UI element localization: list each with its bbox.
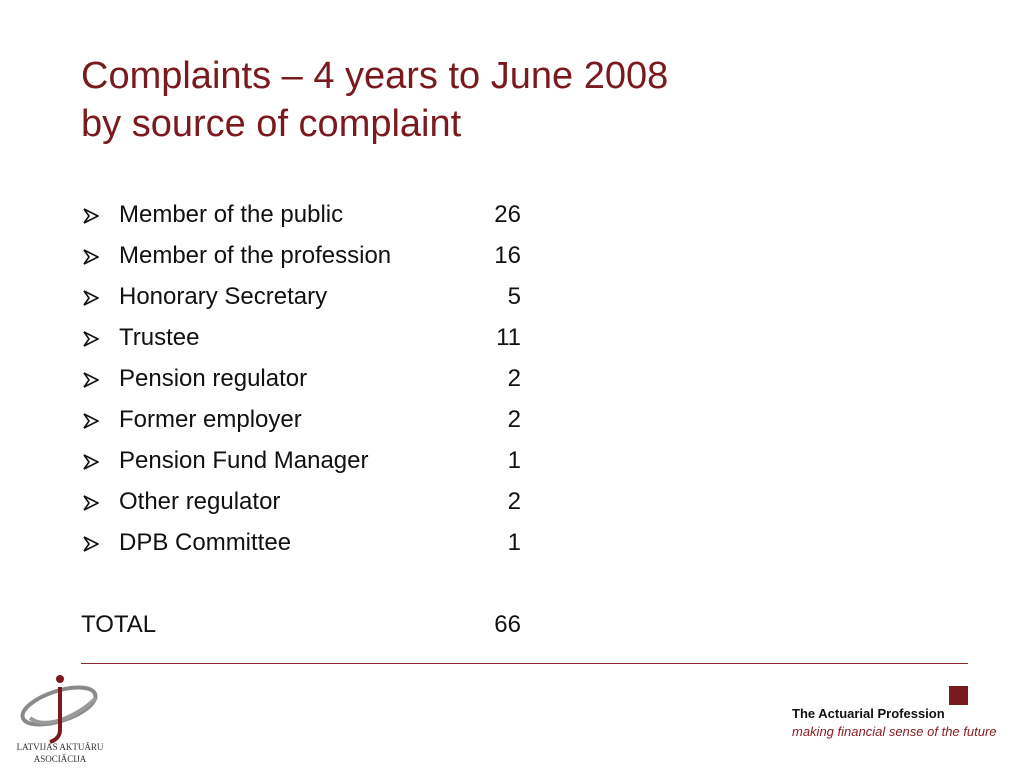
- item-label: Honorary Secretary: [119, 283, 328, 310]
- total-label: TOTAL: [81, 611, 157, 638]
- arrow-bullet-icon: [83, 290, 99, 306]
- slide-title: Complaints – 4 years to June 2008 by sou…: [81, 52, 668, 148]
- actuarial-profession-name: The Actuarial Profession: [792, 706, 945, 721]
- arrow-bullet-icon: [83, 372, 99, 388]
- item-count: 2: [507, 406, 521, 433]
- item-count: 5: [507, 283, 521, 310]
- item-label: Pension regulator: [119, 365, 308, 392]
- latvian-association-name: LATVIJAS AKTUĀRU ASOCIĀCIJA: [10, 741, 110, 765]
- arrow-bullet-icon: [83, 454, 99, 470]
- actuarial-profession-square-icon: [949, 686, 968, 705]
- arrow-bullet-icon: [83, 413, 99, 429]
- list-item: Honorary Secretary 5: [81, 280, 541, 321]
- list-item: Pension Fund Manager 1: [81, 444, 541, 485]
- complaint-source-list: Member of the public 26 Member of the pr…: [81, 198, 541, 567]
- item-count: 26: [494, 201, 521, 228]
- lv-name-line-1: LATVIJAS AKTUĀRU: [16, 742, 104, 752]
- item-label: DPB Committee: [119, 529, 292, 556]
- arrow-bullet-icon: [83, 249, 99, 265]
- arrow-bullet-icon: [83, 536, 99, 552]
- arrow-bullet-icon: [83, 331, 99, 347]
- list-item: Member of the public 26: [81, 198, 541, 239]
- item-count: 16: [494, 242, 521, 269]
- list-item: DPB Committee 1: [81, 526, 541, 567]
- item-label: Former employer: [119, 406, 302, 433]
- arrow-bullet-icon: [83, 495, 99, 511]
- item-count: 11: [496, 324, 521, 351]
- item-count: 1: [507, 529, 521, 556]
- total-count: 66: [494, 611, 521, 638]
- latvian-actuarial-association-logo-icon: [20, 675, 98, 744]
- list-item: Trustee 11: [81, 321, 541, 362]
- list-item: Former employer 2: [81, 403, 541, 444]
- item-count: 1: [507, 447, 521, 474]
- item-label: Member of the public: [119, 201, 344, 228]
- list-item: Other regulator 2: [81, 485, 541, 526]
- item-label: Trustee: [119, 324, 200, 351]
- actuarial-profession-tagline: making financial sense of the future: [792, 724, 997, 739]
- footer-divider: [81, 663, 968, 664]
- item-count: 2: [507, 365, 521, 392]
- list-item: Member of the profession 16: [81, 239, 541, 280]
- item-count: 2: [507, 488, 521, 515]
- item-label: Pension Fund Manager: [119, 447, 369, 474]
- arrow-bullet-icon: [83, 208, 99, 224]
- title-line-2: by source of complaint: [81, 103, 462, 145]
- lv-name-line-2: ASOCIĀCIJA: [33, 754, 87, 764]
- list-item: Pension regulator 2: [81, 362, 541, 403]
- item-label: Member of the profession: [119, 242, 392, 269]
- item-label: Other regulator: [119, 488, 281, 515]
- title-line-1: Complaints – 4 years to June 2008: [81, 55, 669, 97]
